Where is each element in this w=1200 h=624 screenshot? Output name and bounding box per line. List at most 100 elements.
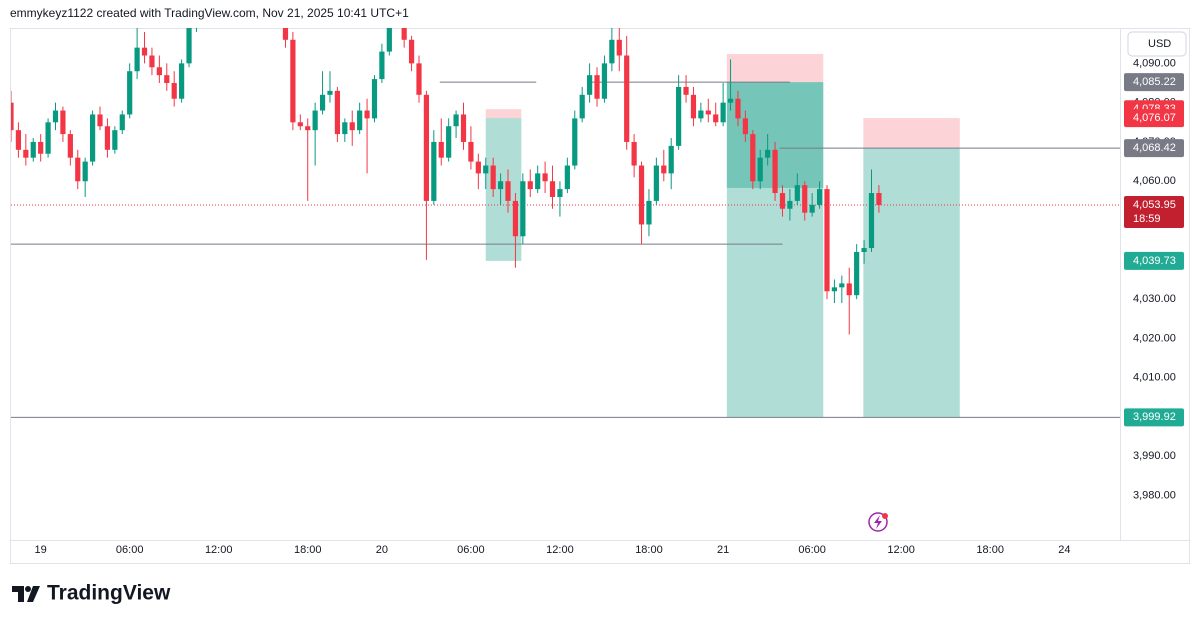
plot-area bbox=[11, 28, 1120, 418]
candle-body bbox=[156, 67, 162, 76]
candle-body bbox=[690, 94, 697, 119]
candle-body bbox=[846, 283, 852, 296]
candle-body bbox=[38, 141, 44, 154]
candle-body bbox=[438, 141, 444, 158]
candle-body bbox=[705, 110, 711, 115]
candle-body bbox=[564, 165, 570, 190]
candle-body bbox=[750, 134, 756, 182]
candle-body bbox=[549, 181, 556, 197]
candle-body bbox=[52, 110, 59, 123]
candle-body bbox=[423, 94, 430, 201]
candle-body bbox=[601, 63, 608, 99]
price-marker bbox=[1124, 251, 1184, 270]
candle-body bbox=[542, 173, 548, 182]
x-tick-label: 06:00 bbox=[457, 544, 485, 556]
candle-body bbox=[401, 28, 407, 40]
price-marker bbox=[1124, 109, 1184, 128]
currency-label[interactable]: USD bbox=[1148, 38, 1171, 50]
y-tick-label: 3,980.00 bbox=[1133, 490, 1176, 502]
candle-body bbox=[535, 173, 541, 190]
y-tick-label: 4,090.00 bbox=[1133, 57, 1176, 69]
candle-body bbox=[119, 114, 125, 131]
stop-zone bbox=[485, 109, 522, 119]
candle-body bbox=[319, 94, 326, 111]
candle-body bbox=[683, 86, 689, 95]
candle-body bbox=[97, 114, 103, 127]
price-marker bbox=[1124, 196, 1184, 229]
price-axis: 3,980.003,990.004,000.004,010.004,020.00… bbox=[1124, 57, 1184, 502]
x-tick-label: 06:00 bbox=[798, 544, 826, 556]
candle-body bbox=[779, 193, 786, 209]
x-tick-label: 12:00 bbox=[887, 544, 915, 556]
candle-body bbox=[171, 83, 177, 99]
candle-body bbox=[668, 145, 674, 174]
x-tick-label: 19 bbox=[35, 544, 47, 556]
candle-body bbox=[839, 283, 845, 288]
y-tick-label: 4,060.00 bbox=[1133, 175, 1176, 187]
candle-body bbox=[854, 251, 860, 296]
candle-body bbox=[164, 75, 170, 84]
candle-body bbox=[408, 39, 415, 64]
currency-button[interactable] bbox=[1127, 31, 1187, 57]
candle-body bbox=[757, 157, 763, 182]
candle-body bbox=[379, 51, 385, 80]
candle-body bbox=[475, 161, 481, 174]
candle-body bbox=[483, 165, 489, 174]
candle-body bbox=[631, 141, 637, 166]
candle-body bbox=[460, 114, 467, 142]
candle-body bbox=[357, 110, 363, 131]
candle-body bbox=[772, 149, 778, 194]
candle-body bbox=[594, 75, 600, 99]
x-tick-label: 12:00 bbox=[205, 544, 233, 556]
stop-zone bbox=[863, 118, 960, 149]
candle-body bbox=[468, 141, 474, 162]
y-tick-label: 4,010.00 bbox=[1133, 372, 1176, 384]
target-zone bbox=[485, 118, 522, 261]
candle-body bbox=[141, 47, 148, 56]
price-marker-label: 3,999.92 bbox=[1133, 411, 1176, 423]
candle-body bbox=[868, 193, 875, 249]
candle-body bbox=[297, 122, 303, 127]
candle-body bbox=[735, 98, 741, 119]
candle-body bbox=[23, 149, 29, 158]
candle-body bbox=[624, 55, 630, 142]
candle-body bbox=[557, 189, 563, 197]
candle-body bbox=[787, 200, 793, 209]
candle-body bbox=[616, 39, 622, 56]
price-marker-label: 4,085.22 bbox=[1133, 76, 1176, 88]
candle-body bbox=[67, 134, 73, 158]
chart-frame bbox=[10, 28, 1190, 564]
candle-body bbox=[334, 90, 340, 135]
target-zone bbox=[726, 82, 824, 418]
candle-body bbox=[809, 204, 815, 213]
y-tick-label: 4,030.00 bbox=[1133, 293, 1176, 305]
lightning-icon[interactable] bbox=[868, 512, 888, 532]
candle-body bbox=[713, 114, 719, 123]
price-marker-label: 4,068.42 bbox=[1133, 142, 1176, 154]
candle-body bbox=[720, 102, 726, 123]
candle-body bbox=[45, 122, 51, 154]
candle-body bbox=[765, 149, 771, 158]
candle-body bbox=[60, 110, 66, 135]
candle-body bbox=[290, 39, 296, 123]
x-tick-label: 06:00 bbox=[116, 544, 144, 556]
price-marker-label: 4,053.95 bbox=[1133, 199, 1176, 211]
header: emmykeyz1122 created with TradingView.co… bbox=[10, 6, 409, 20]
candle-body bbox=[75, 157, 81, 182]
candle-body bbox=[446, 126, 452, 158]
price-marker-label: 4,039.73 bbox=[1133, 255, 1176, 267]
price-marker bbox=[1124, 408, 1184, 427]
x-tick-label: 24 bbox=[1058, 544, 1070, 556]
y-tick-label: 4,020.00 bbox=[1133, 332, 1176, 344]
candle-body bbox=[527, 181, 533, 190]
candle-body bbox=[89, 114, 96, 162]
candle-body bbox=[134, 47, 140, 72]
candle-body bbox=[512, 200, 519, 237]
candle-body bbox=[82, 161, 88, 182]
candle-body bbox=[490, 165, 496, 190]
candle-body bbox=[831, 287, 838, 292]
candle-body bbox=[127, 71, 133, 115]
candle-body bbox=[282, 28, 289, 40]
candle-body bbox=[386, 28, 392, 52]
